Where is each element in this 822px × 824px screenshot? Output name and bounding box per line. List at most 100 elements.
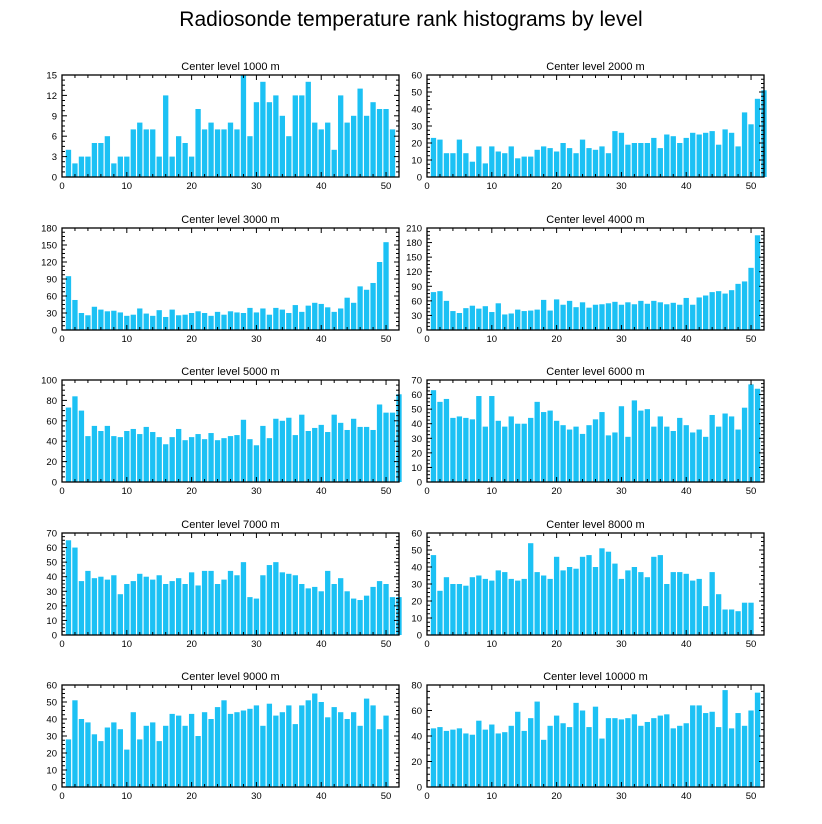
bar	[383, 242, 389, 330]
y-tick-label: 60	[46, 292, 57, 303]
bar	[592, 567, 599, 635]
bar	[495, 151, 501, 177]
x-tick-label: 40	[316, 791, 327, 802]
bar	[638, 725, 644, 787]
y-tick-label: 180	[41, 224, 57, 235]
bar	[553, 151, 560, 177]
bar	[273, 715, 279, 787]
bar	[515, 158, 521, 177]
bar	[214, 129, 221, 177]
bar	[657, 302, 663, 330]
bar	[150, 315, 156, 330]
bar	[137, 739, 143, 787]
x-tick-label: 10	[122, 791, 133, 802]
bar	[605, 551, 612, 635]
bar	[344, 297, 350, 330]
bar	[463, 308, 469, 330]
bar	[221, 700, 227, 787]
bar	[748, 710, 754, 787]
bar	[657, 555, 663, 635]
bar	[201, 570, 208, 635]
bar	[214, 584, 221, 635]
bar	[566, 567, 573, 635]
bar	[495, 733, 501, 787]
bar	[709, 414, 715, 482]
bar	[482, 729, 488, 788]
bar	[279, 420, 285, 482]
bar	[566, 727, 573, 787]
bar	[195, 585, 201, 635]
x-tick-label: 40	[681, 334, 692, 345]
bar	[143, 725, 149, 787]
bar	[754, 388, 761, 482]
bar	[78, 581, 85, 635]
bar	[150, 432, 156, 482]
bar	[370, 705, 376, 787]
bar	[430, 555, 437, 635]
bar	[586, 307, 592, 330]
bar	[325, 717, 331, 787]
bar	[247, 136, 253, 177]
bar	[670, 431, 676, 482]
y-tick-label: 80	[411, 681, 422, 692]
bar	[625, 302, 631, 330]
bar	[325, 122, 331, 177]
panel-7: Center level 7000 m 0 10 20 30 40 50 0 10 20 30 40 5…	[46, 519, 402, 650]
x-tick-label: 20	[186, 486, 197, 497]
bar	[338, 95, 344, 177]
bar	[150, 722, 156, 787]
x-tick-label: 10	[122, 486, 133, 497]
bar	[690, 132, 696, 177]
bar	[299, 311, 305, 330]
bar	[703, 713, 709, 787]
bar	[618, 578, 625, 635]
bar	[547, 578, 553, 635]
bar	[690, 432, 696, 482]
bar	[489, 724, 495, 787]
bar	[188, 572, 195, 635]
bar	[534, 401, 540, 482]
bar	[266, 703, 273, 787]
y-tick-label: 50	[46, 698, 57, 709]
bar	[104, 579, 111, 635]
bar	[754, 98, 761, 177]
bar	[502, 426, 508, 482]
bar	[683, 723, 689, 787]
bar	[331, 149, 337, 177]
bar	[553, 299, 560, 330]
bar	[260, 81, 266, 177]
x-tick-label: 30	[616, 486, 627, 497]
bar	[456, 313, 463, 330]
bar	[508, 146, 514, 177]
x-tick-label: 40	[681, 639, 692, 650]
bar	[670, 136, 676, 177]
bar	[143, 313, 149, 330]
bar	[292, 724, 298, 787]
bar	[91, 734, 98, 787]
y-tick-label: 150	[406, 253, 422, 264]
bar	[195, 311, 201, 330]
bar	[78, 313, 85, 330]
bar	[476, 308, 482, 330]
bar	[741, 281, 748, 330]
bar	[722, 293, 728, 330]
bar	[292, 305, 298, 330]
y-tick-label: 60	[411, 390, 422, 401]
x-tick-label: 0	[59, 334, 64, 345]
y-tick-label: 100	[41, 376, 57, 387]
y-tick-label: 30	[411, 580, 422, 591]
bar	[176, 428, 182, 482]
x-tick-label: 10	[487, 791, 498, 802]
bar	[344, 122, 350, 177]
y-tick-label: 0	[417, 173, 422, 184]
bar	[489, 312, 495, 330]
bar	[286, 573, 292, 635]
bar	[279, 115, 285, 177]
bar	[683, 573, 689, 635]
bar	[247, 439, 253, 482]
x-tick-label: 20	[551, 334, 562, 345]
bar	[318, 591, 324, 635]
bar	[350, 598, 357, 635]
bar	[586, 727, 592, 787]
bar	[240, 710, 247, 787]
